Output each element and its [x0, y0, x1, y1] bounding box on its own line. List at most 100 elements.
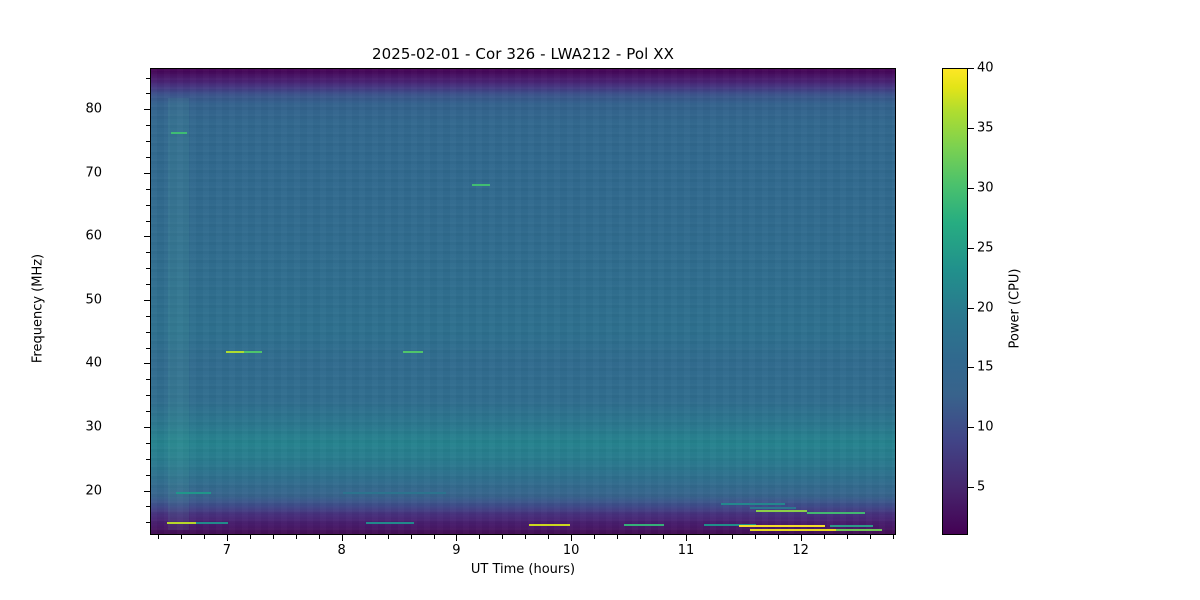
x-minor-tick	[433, 535, 435, 539]
y-minor-tick	[146, 458, 150, 460]
spectrogram-smudge	[168, 97, 189, 530]
y-minor-tick	[146, 93, 150, 95]
x-minor-tick	[272, 535, 274, 539]
y-minor-tick	[146, 379, 150, 381]
x-minor-tick	[594, 535, 596, 539]
x-tick-label: 8	[337, 543, 346, 558]
y-tick-label: 60	[85, 228, 102, 244]
x-minor-tick	[869, 535, 871, 539]
spectrogram-time-texture	[151, 69, 895, 534]
y-major-tick	[144, 109, 150, 111]
y-major-tick	[144, 427, 150, 428]
colorbar-tick	[968, 187, 974, 189]
y-tick-label: 30	[85, 419, 102, 435]
y-tick-label: 80	[85, 101, 102, 117]
x-tick-label: 10	[562, 543, 580, 558]
x-minor-tick	[318, 535, 320, 539]
y-major-tick	[144, 172, 150, 174]
x-minor-tick	[731, 535, 733, 539]
y-minor-tick	[146, 315, 150, 317]
y-minor-tick	[146, 411, 150, 413]
y-major-tick	[144, 490, 150, 492]
y-minor-tick	[146, 220, 150, 222]
colorbar-tick-label: 35	[977, 120, 994, 136]
colorbar-tick-label: 15	[977, 359, 994, 375]
rfi-streak	[167, 522, 196, 525]
y-minor-tick	[146, 157, 150, 158]
y-minor-tick	[146, 347, 150, 349]
colorbar-tick-label: 25	[977, 240, 994, 256]
rfi-streak	[704, 523, 756, 526]
y-minor-tick	[146, 506, 150, 508]
x-minor-tick	[777, 535, 779, 539]
x-minor-tick	[479, 535, 481, 539]
x-minor-tick	[892, 535, 894, 539]
rfi-streak	[195, 522, 228, 525]
y-minor-tick	[146, 252, 150, 254]
x-minor-tick	[387, 535, 389, 539]
x-tick-label: 7	[222, 543, 232, 558]
y-minor-tick	[146, 204, 150, 206]
y-minor-tick	[146, 442, 150, 444]
spectrogram-image	[151, 69, 895, 534]
y-major-tick	[144, 363, 150, 365]
colorbar-tick	[968, 247, 974, 249]
x-major-tick	[686, 535, 687, 541]
colorbar-tick	[968, 307, 974, 309]
rfi-streak	[750, 529, 837, 532]
y-minor-tick	[146, 141, 150, 143]
y-minor-tick	[146, 188, 150, 190]
rfi-streak	[472, 184, 490, 187]
x-minor-tick	[640, 535, 642, 539]
y-minor-tick	[146, 522, 150, 524]
colorbar-tick	[968, 367, 974, 369]
rfi-streak	[365, 522, 414, 525]
rfi-streak	[176, 491, 211, 494]
colorbar-tick-label: 20	[977, 300, 994, 315]
rfi-streak	[243, 350, 263, 353]
spectrogram-texture	[151, 69, 895, 534]
x-minor-tick	[846, 535, 848, 539]
x-minor-tick	[158, 535, 159, 539]
rfi-streak	[755, 510, 808, 513]
rfi-streak	[830, 524, 873, 527]
spectrogram-background	[151, 69, 895, 534]
x-minor-tick	[754, 535, 756, 539]
x-tick-label: 9	[452, 543, 461, 558]
colorbar-tick-label: 10	[977, 419, 994, 435]
spectrogram-axes[interactable]	[150, 68, 896, 535]
y-axis-title: Frequency (MHz)	[30, 253, 46, 364]
rfi-streak	[623, 523, 664, 526]
colorbar-tick	[968, 68, 974, 69]
x-axis-title: UT Time (hours)	[470, 562, 576, 577]
y-minor-tick	[146, 395, 150, 397]
colorbar-tick	[968, 487, 974, 489]
rfi-streak	[738, 524, 825, 527]
colorbar-title: Power (CPU)	[1007, 268, 1023, 349]
x-major-tick	[341, 535, 343, 541]
x-major-tick	[226, 535, 228, 541]
x-minor-tick	[249, 535, 251, 539]
y-minor-tick	[146, 125, 150, 127]
y-major-tick	[144, 236, 150, 238]
colorbar-tick-label: 5	[977, 479, 986, 495]
x-minor-tick	[663, 535, 664, 539]
y-tick-label: 20	[85, 483, 102, 498]
x-minor-tick	[525, 535, 527, 539]
colorbar-tick-label: 30	[977, 180, 994, 196]
x-major-tick	[800, 535, 802, 541]
colorbar[interactable]	[942, 68, 968, 535]
rfi-streak	[403, 350, 423, 353]
colorbar-tick-label: 40	[977, 60, 994, 76]
x-minor-tick	[617, 535, 619, 539]
y-tick-label: 40	[85, 355, 102, 371]
rfi-streak	[836, 529, 883, 532]
colorbar-tick	[968, 127, 974, 129]
x-minor-tick	[548, 535, 550, 539]
rfi-streak	[721, 503, 785, 506]
x-minor-tick	[181, 535, 182, 539]
rfi-streak	[225, 350, 244, 353]
y-minor-tick	[146, 284, 150, 285]
x-minor-tick	[410, 535, 412, 539]
